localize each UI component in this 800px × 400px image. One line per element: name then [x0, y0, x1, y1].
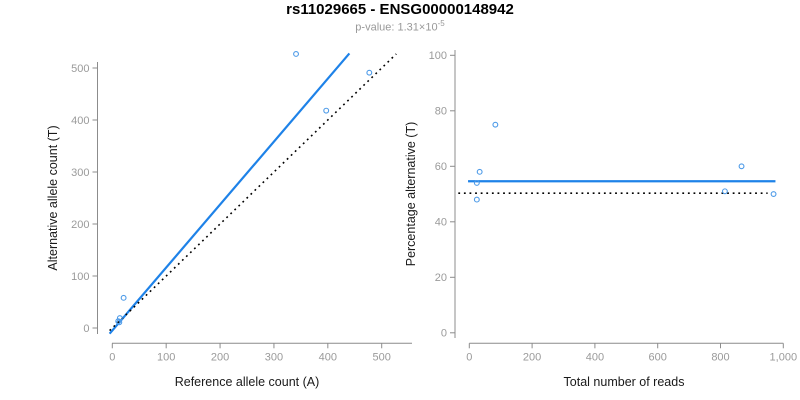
right-chart: 0 200 400 600 800 1,000 0 20 40 60 80 100 Total numb… [404, 50, 797, 389]
pvalue-text: p-value: 1.31×10 [355, 21, 438, 34]
chart-header: rs11029665 - ENSG00000148942 p-value: 1.… [0, 1, 800, 35]
data-point [115, 318, 122, 325]
y-tick-label: 300 [71, 167, 89, 179]
x-tick-label: 600 [649, 351, 667, 363]
y-tick-label: 0 [83, 323, 89, 335]
axes: 0 100 200 300 400 500 0 100 200 300 400 500 Referenc… [46, 62, 412, 389]
x-tick-label: 100 [157, 351, 175, 363]
y-tick-label: 500 [71, 63, 89, 75]
y-tick-label: 400 [71, 115, 89, 127]
x-tick-label: 0 [109, 351, 115, 363]
y-tick-label: 200 [71, 219, 89, 231]
y-tick-label: 80 [435, 106, 447, 118]
series-points [115, 51, 373, 326]
data-point [738, 163, 745, 170]
x-tick-label: 400 [586, 351, 604, 363]
series-lines [458, 180, 776, 195]
x-tick-label: 500 [373, 351, 391, 363]
data-point [293, 51, 299, 57]
y-tick-label: 20 [435, 272, 447, 284]
x-tick-label: 800 [711, 351, 729, 363]
axes: 0 200 400 600 800 1,000 0 20 40 60 80 100 Total numb… [404, 50, 797, 389]
y-axis-title: Percentage alternative (T) [404, 122, 418, 267]
data-point [473, 196, 480, 203]
chart-subtitle: p-value: 1.31×10-5 [0, 19, 800, 34]
x-axis-title: Total number of reads [564, 375, 685, 389]
left-chart: 0 100 200 300 400 500 0 100 200 300 400 500 Referenc… [46, 51, 412, 389]
identity-line [109, 53, 397, 332]
data-point [116, 319, 123, 326]
data-point [476, 168, 483, 175]
y-tick-label: 100 [429, 50, 447, 62]
x-tick-label: 200 [523, 351, 541, 363]
pvalue-exponent: -5 [437, 19, 445, 29]
data-point [120, 294, 127, 301]
x-tick-label: 0 [466, 351, 472, 363]
x-tick-label: 400 [319, 351, 337, 363]
regression-line [108, 52, 351, 335]
series-points [473, 121, 777, 203]
x-axis-title: Reference allele count (A) [175, 375, 320, 389]
chart-title: rs11029665 - ENSG00000148942 [286, 1, 514, 18]
data-point [473, 180, 480, 186]
x-tick-label: 200 [211, 351, 229, 363]
data-point [323, 107, 330, 114]
data-point [770, 191, 777, 198]
data-point [366, 69, 373, 76]
y-tick-label: 100 [71, 271, 89, 283]
data-point [492, 121, 499, 128]
y-axis-title: Alternative allele count (T) [46, 125, 60, 270]
x-tick-label: 300 [265, 351, 283, 363]
data-point [116, 315, 123, 322]
y-tick-label: 0 [441, 328, 447, 340]
data-point [721, 188, 728, 195]
y-tick-label: 60 [435, 161, 447, 173]
x-tick-label: 1,000 [770, 351, 798, 363]
y-tick-label: 40 [435, 217, 447, 229]
series-lines [108, 52, 397, 335]
